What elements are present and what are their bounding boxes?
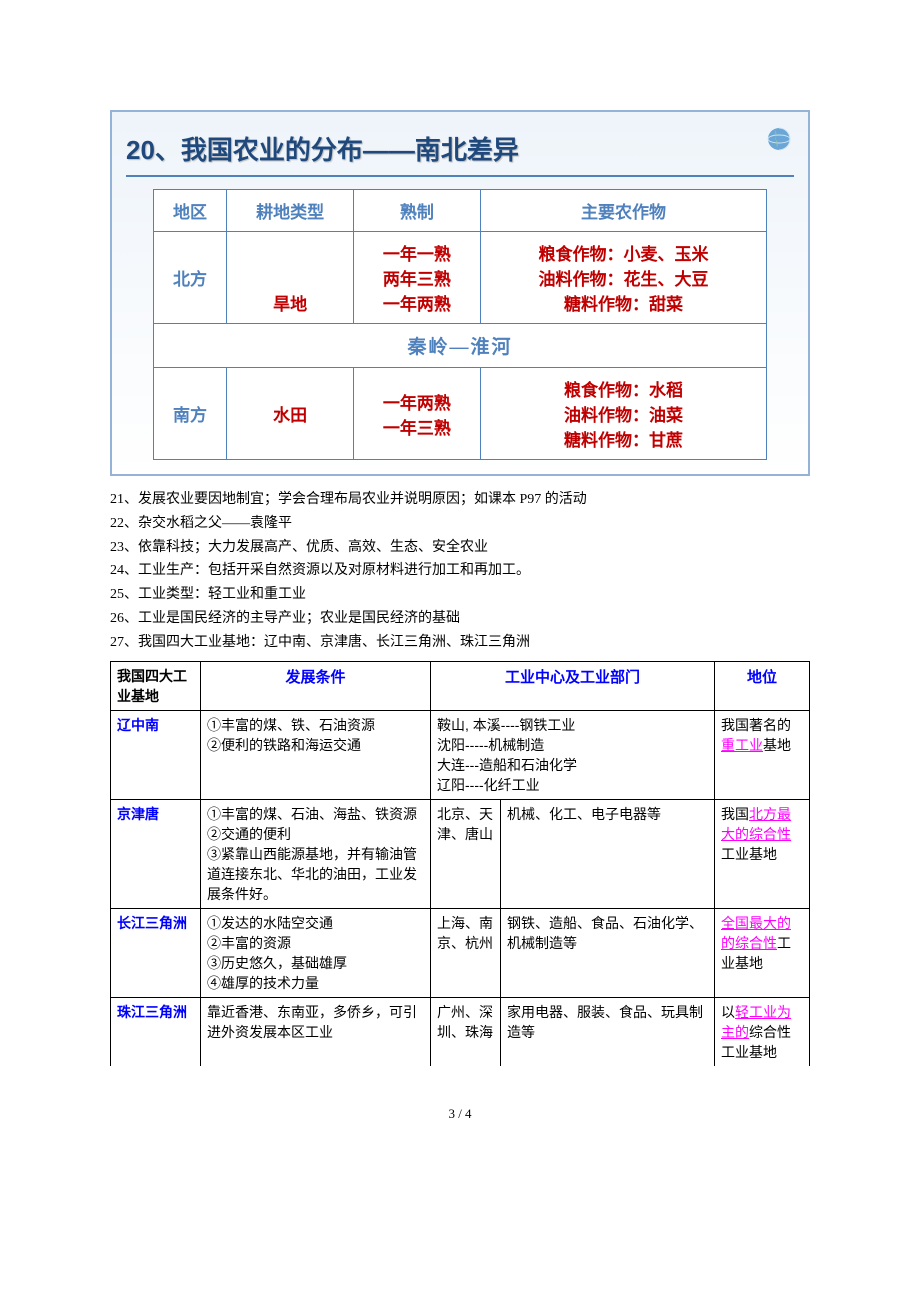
body-paragraphs: 21、发展农业要因地制宜；学会合理布局农业并说明原因；如课本 P97 的活动 2… [110,488,810,655]
globe-icon [766,126,792,152]
cell-south-region: 南方 [153,368,227,460]
row-zj-status: 以轻工业为主的综合性工业基地 [715,997,810,1066]
row-liaozhongnan-name: 辽中南 [111,710,201,799]
row-qinling-huaihe: 秦岭—淮河 [153,324,767,368]
th-crops: 主要农作物 [480,190,766,232]
line-25: 25、工业类型：轻工业和重工业 [110,583,810,607]
cell-north-crops: 粮食作物：小麦、玉米 油料作物：花生、大豆 糖料作物：甜菜 [480,232,766,324]
row-cj-name: 长江三角洲 [111,908,201,997]
row-liaozhongnan-status: 我国著名的重工业基地 [715,710,810,799]
cell-north-region: 北方 [153,232,227,324]
row-liaozhongnan-centers: 鞍山, 本溪----钢铁工业 沈阳-----机械制造 大连---造船和石油化学 … [431,710,715,799]
text: 基地 [763,737,791,753]
page-number: 3 / 4 [110,1106,810,1122]
row-zj-name: 珠江三角洲 [111,997,201,1066]
row-cj-cities: 上海、南京、杭州 [431,908,501,997]
row-liaozhongnan-cond: ①丰富的煤、铁、石油资源 ②便利的铁路和海运交通 [201,710,431,799]
row-zj-cond: 靠近香港、东南亚，多侨乡，可引进外资发展本区工业 [201,997,431,1066]
th-land: 耕地类型 [227,190,354,232]
row-jjt-status: 我国北方最大的综合性工业基地 [715,799,810,908]
line-26: 26、工业是国民经济的主导产业；农业是国民经济的基础 [110,607,810,631]
row-jjt-cond: ①丰富的煤、石油、海盐、铁资源 ②交通的便利 ③紧靠山西能源基地，并有输油管道连… [201,799,431,908]
line-21: 21、发展农业要因地制宜；学会合理布局农业并说明原因；如课本 P97 的活动 [110,488,810,512]
slide-agriculture-distribution: 20、我国农业的分布——南北差异 地区 耕地类型 熟制 主要农作物 北方 旱地 … [110,110,810,476]
th-cond: 发展条件 [201,661,431,710]
cell-north-land: 旱地 [227,232,354,324]
text: 工业基地 [721,846,777,862]
th-harvest: 熟制 [354,190,481,232]
row-zj-cities: 广州、深圳、珠海 [431,997,501,1066]
agriculture-table: 地区 耕地类型 熟制 主要农作物 北方 旱地 一年一熟 两年三熟 一年两熟 粮食… [153,189,768,460]
line-22: 22、杂交水稻之父——袁隆平 [110,512,810,536]
th-status: 地位 [715,661,810,710]
line-23: 23、依靠科技；大力发展高产、优质、高效、生态、安全农业 [110,536,810,560]
row-cj-status: 全国最大的的综合性工业基地 [715,908,810,997]
industrial-bases-table: 我国四大工业基地 发展条件 工业中心及工业部门 地位 辽中南 ①丰富的煤、铁、石… [110,661,810,1066]
text: 我国著名的 [721,717,791,733]
th-region: 地区 [153,190,227,232]
row-jjt-sectors: 机械、化工、电子电器等 [501,799,715,908]
cell-north-harvest: 一年一熟 两年三熟 一年两熟 [354,232,481,324]
th-base: 我国四大工业基地 [111,661,201,710]
line-24: 24、工业生产：包括开采自然资源以及对原材料进行加工和再加工。 [110,559,810,583]
row-zj-sectors: 家用电器、服装、食品、玩具制造等 [501,997,715,1066]
row-cj-cond: ①发达的水陆空交通 ②丰富的资源 ③历史悠久，基础雄厚 ④雄厚的技术力量 [201,908,431,997]
text: 我国 [721,806,749,822]
row-jjt-name: 京津唐 [111,799,201,908]
row-jjt-cities: 北京、天津、唐山 [431,799,501,908]
row-cj-sectors: 钢铁、造船、食品、石油化学、机械制造等 [501,908,715,997]
document-page: 20、我国农业的分布——南北差异 地区 耕地类型 熟制 主要农作物 北方 旱地 … [0,0,920,1152]
slide-title: 20、我国农业的分布——南北差异 [126,130,794,177]
cell-south-land: 水田 [227,368,354,460]
line-27: 27、我国四大工业基地：辽中南、京津唐、长江三角洲、珠江三角洲 [110,631,810,655]
text: 以 [721,1004,735,1020]
cell-south-harvest: 一年两熟 一年三熟 [354,368,481,460]
th-centers: 工业中心及工业部门 [431,661,715,710]
cell-south-crops: 粮食作物：水稻 油料作物：油菜 糖料作物：甘蔗 [480,368,766,460]
text-pink: 重工业 [721,737,763,753]
